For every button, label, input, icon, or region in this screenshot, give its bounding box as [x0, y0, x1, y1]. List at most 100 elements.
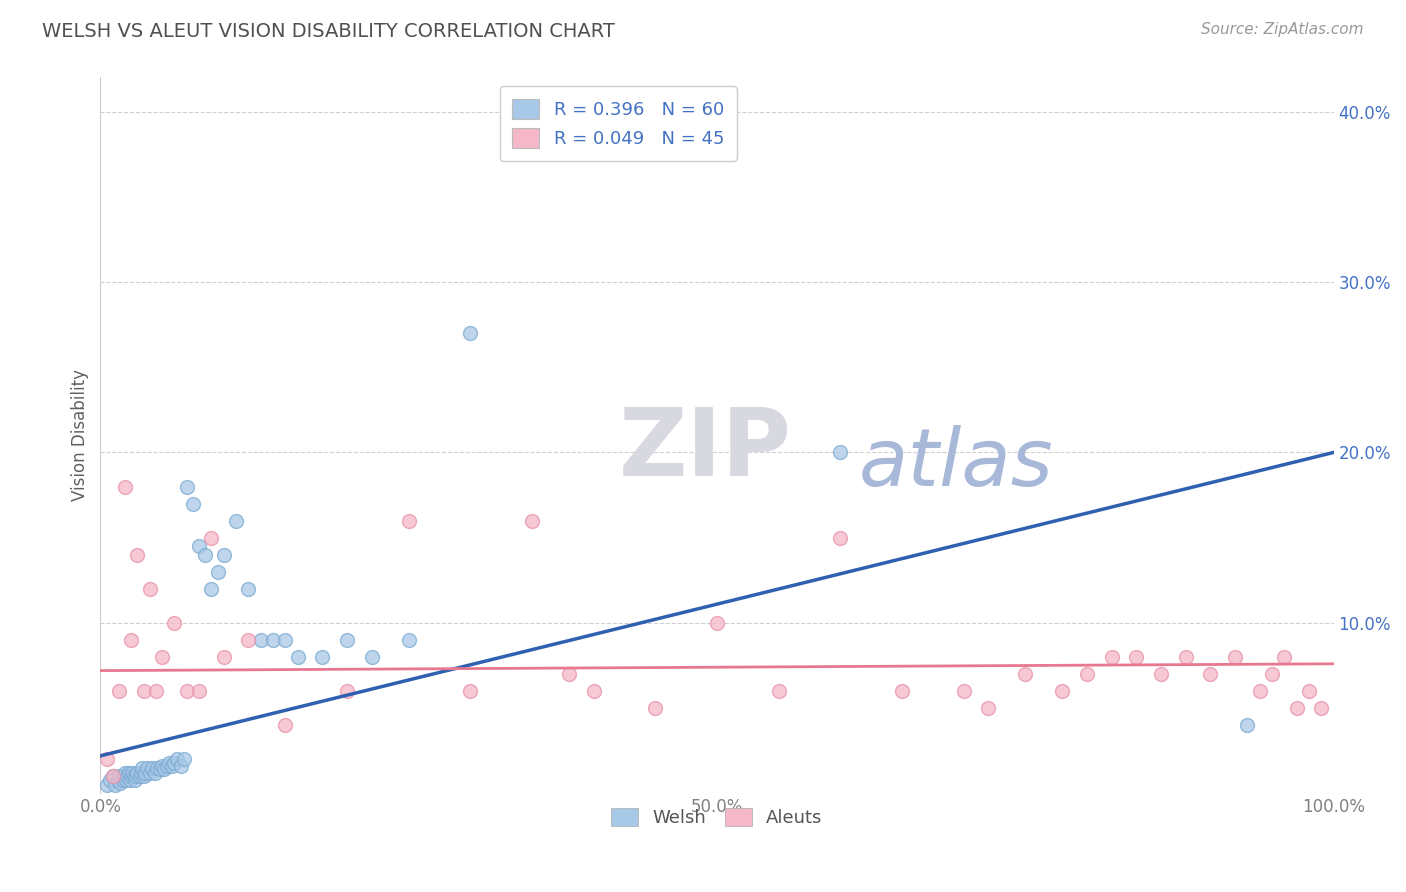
Point	[1174, 650, 1197, 665]
Point	[98, 772, 121, 787]
Point	[150, 759, 173, 773]
Point	[1249, 684, 1271, 698]
Point	[1310, 701, 1333, 715]
Point	[108, 776, 131, 790]
Point	[1199, 667, 1222, 681]
Point	[120, 632, 142, 647]
Point	[114, 765, 136, 780]
Point	[398, 514, 420, 528]
Point	[1223, 650, 1246, 665]
Point	[212, 548, 235, 562]
Point	[153, 763, 176, 777]
Text: atlas: atlas	[859, 425, 1053, 503]
Point	[287, 650, 309, 665]
Point	[200, 582, 222, 596]
Point	[112, 769, 135, 783]
Point	[101, 769, 124, 783]
Point	[173, 752, 195, 766]
Point	[176, 479, 198, 493]
Point	[398, 632, 420, 647]
Y-axis label: Vision Disability: Vision Disability	[72, 369, 89, 501]
Point	[520, 514, 543, 528]
Point	[134, 765, 156, 780]
Point	[108, 769, 131, 783]
Point	[188, 684, 211, 698]
Point	[582, 684, 605, 698]
Point	[148, 763, 170, 777]
Point	[166, 752, 188, 766]
Point	[1261, 667, 1284, 681]
Point	[1052, 684, 1074, 698]
Point	[830, 531, 852, 545]
Point	[145, 684, 167, 698]
Point	[128, 769, 150, 783]
Point	[274, 718, 297, 732]
Point	[706, 615, 728, 630]
Point	[125, 769, 148, 783]
Point	[108, 684, 131, 698]
Point	[107, 772, 129, 787]
Text: ZIP: ZIP	[619, 404, 792, 496]
Point	[1272, 650, 1295, 665]
Point	[138, 582, 160, 596]
Point	[101, 769, 124, 783]
Point	[136, 761, 159, 775]
Point	[176, 684, 198, 698]
Point	[1125, 650, 1147, 665]
Point	[207, 565, 229, 579]
Point	[156, 759, 179, 773]
Point	[460, 326, 482, 340]
Point	[124, 772, 146, 787]
Point	[644, 701, 666, 715]
Point	[249, 632, 271, 647]
Point	[336, 684, 359, 698]
Point	[129, 765, 152, 780]
Point	[138, 765, 160, 780]
Point	[238, 582, 260, 596]
Point	[1014, 667, 1036, 681]
Point	[163, 615, 186, 630]
Point	[131, 761, 153, 775]
Point	[120, 769, 142, 783]
Point	[225, 514, 247, 528]
Point	[96, 778, 118, 792]
Point	[157, 756, 180, 770]
Point	[188, 539, 211, 553]
Point	[1298, 684, 1320, 698]
Point	[132, 769, 155, 783]
Point	[111, 772, 134, 787]
Point	[360, 650, 382, 665]
Point	[127, 765, 149, 780]
Point	[262, 632, 284, 647]
Point	[768, 684, 790, 698]
Point	[163, 756, 186, 770]
Point	[1076, 667, 1098, 681]
Point	[1101, 650, 1123, 665]
Point	[117, 769, 139, 783]
Point	[146, 761, 169, 775]
Point	[181, 497, 204, 511]
Point	[238, 632, 260, 647]
Point	[141, 761, 163, 775]
Point	[115, 772, 138, 787]
Point	[558, 667, 581, 681]
Text: Source: ZipAtlas.com: Source: ZipAtlas.com	[1201, 22, 1364, 37]
Point	[143, 765, 166, 780]
Text: WELSH VS ALEUT VISION DISABILITY CORRELATION CHART: WELSH VS ALEUT VISION DISABILITY CORRELA…	[42, 22, 614, 41]
Point	[127, 548, 149, 562]
Point	[114, 479, 136, 493]
Point	[118, 765, 141, 780]
Point	[952, 684, 974, 698]
Point	[1285, 701, 1308, 715]
Point	[169, 759, 191, 773]
Point	[891, 684, 914, 698]
Point	[1150, 667, 1173, 681]
Point	[274, 632, 297, 647]
Legend: Welsh, Aleuts: Welsh, Aleuts	[605, 801, 830, 834]
Point	[132, 684, 155, 698]
Point	[311, 650, 333, 665]
Point	[104, 778, 127, 792]
Point	[150, 650, 173, 665]
Point	[460, 684, 482, 698]
Point	[1236, 718, 1258, 732]
